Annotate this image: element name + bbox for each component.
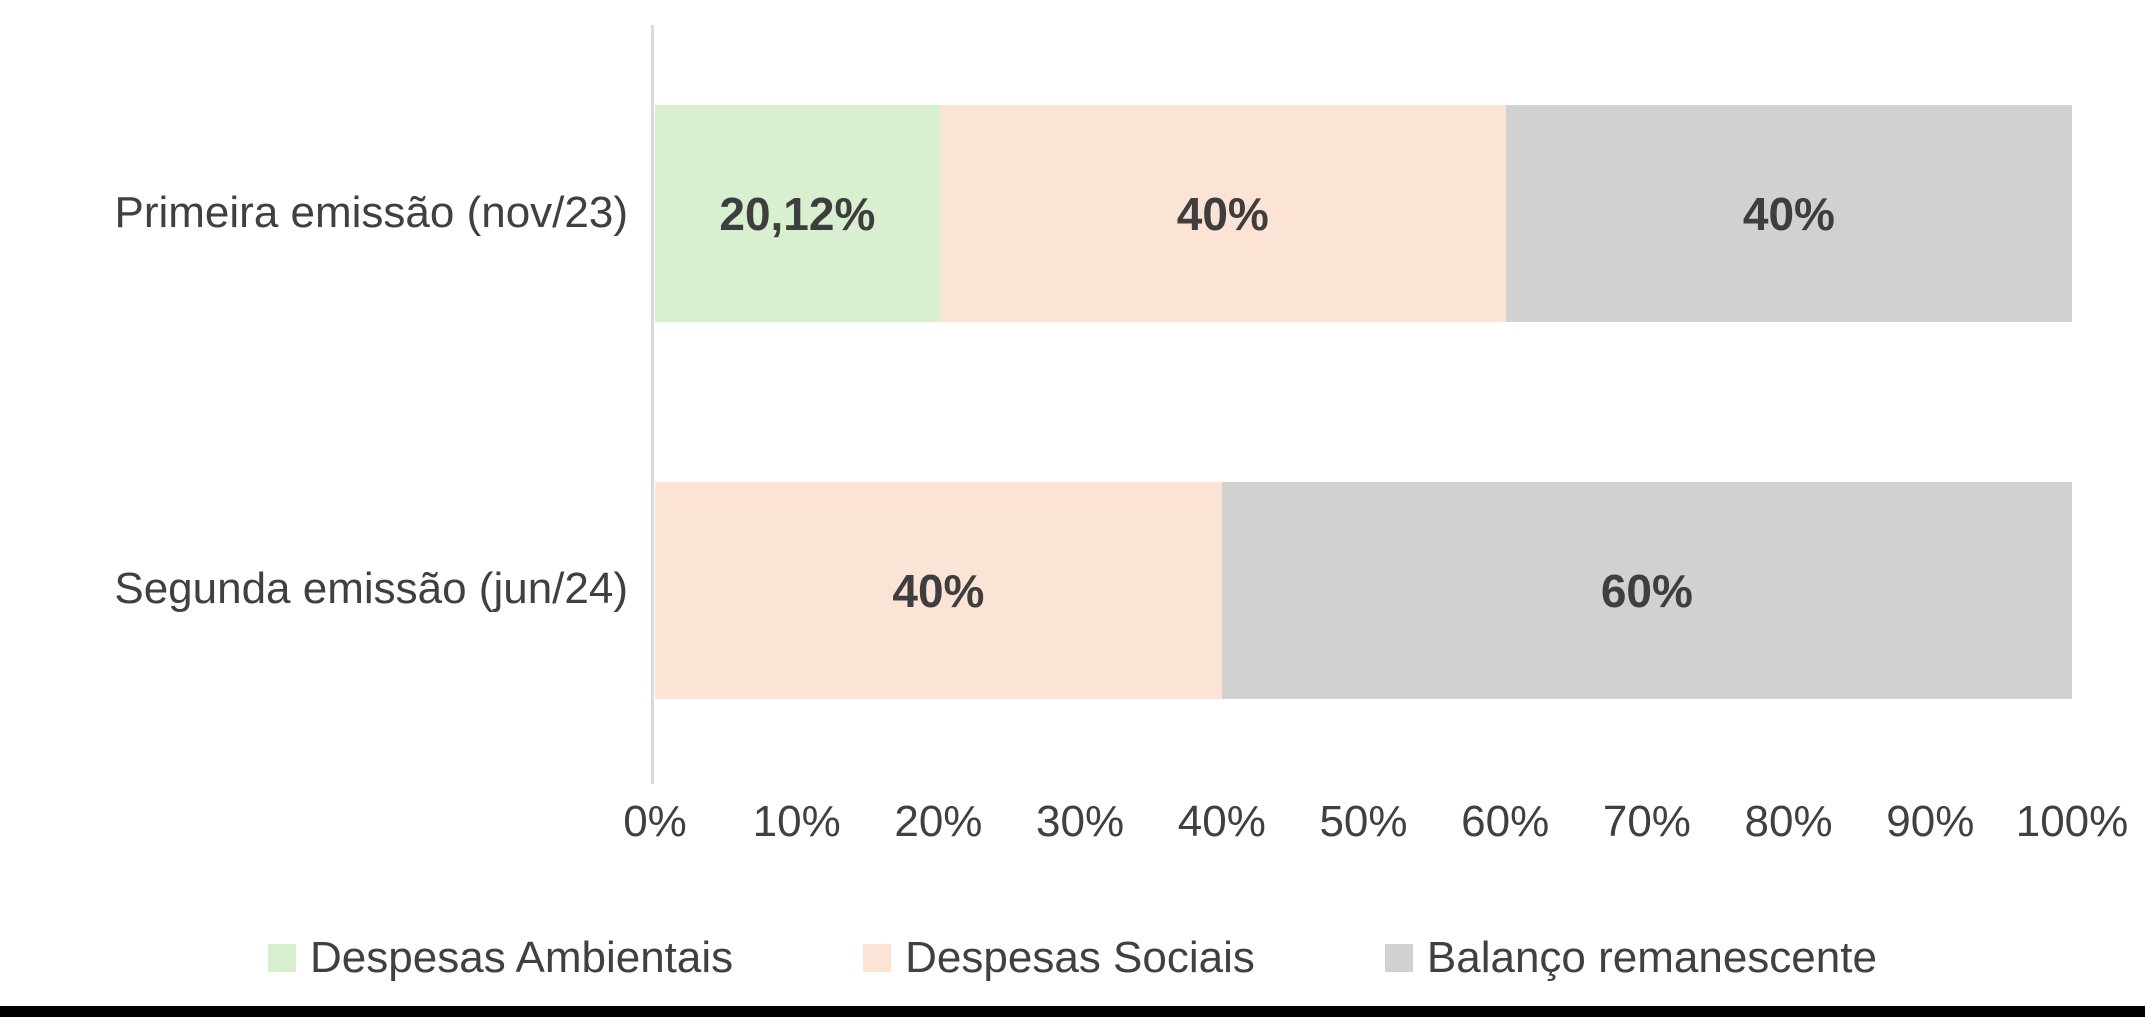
x-axis-tick-label: 10%: [752, 797, 841, 846]
legend-swatch: [863, 944, 892, 972]
x-axis-tick-label: 50%: [1319, 797, 1408, 846]
data-label: 60%: [1600, 564, 1693, 617]
bar-segment: 60%: [1221, 482, 2072, 699]
legend-label: Despesas Sociais: [905, 933, 1255, 982]
x-axis-tick-label: 100%: [2015, 797, 2129, 846]
legend-item: Despesas Sociais: [863, 933, 1255, 983]
bar-segment: 40%: [1505, 105, 2072, 322]
data-label: 40%: [1742, 187, 1835, 240]
legend-label: Balanço remanescente: [1426, 933, 1877, 982]
legend-label: Despesas Ambientais: [310, 933, 734, 982]
legend-swatch: [268, 944, 297, 972]
x-axis-tick-label: 20%: [894, 797, 983, 846]
data-label: 40%: [892, 564, 985, 617]
bar-row: 20,12% 40% 40%: [655, 105, 2072, 322]
x-axis-tick-label: 0%: [623, 797, 687, 846]
x-axis-tick-label: 60%: [1461, 797, 1550, 846]
x-axis-tick-label: 80%: [1744, 797, 1833, 846]
data-label: 40%: [1176, 187, 1269, 240]
bar-segment: 20,12%: [655, 105, 940, 322]
bottom-black-bar: [0, 1006, 2145, 1017]
bar-segment: 40%: [939, 105, 1506, 322]
data-label: 20,12%: [719, 187, 876, 240]
category-label: Primeira emissão (nov/23): [114, 188, 629, 237]
x-axis-tick-label: 30%: [1036, 797, 1125, 846]
x-axis-tick-label: 40%: [1177, 797, 1266, 846]
x-axis-tick-label: 90%: [1886, 797, 1975, 846]
legend-item: Balanço remanescente: [1384, 933, 1877, 983]
legend: Despesas Ambientais Despesas Sociais Balan…: [0, 933, 2145, 983]
legend-swatch: [1384, 944, 1413, 972]
bar-row: 40% 60%: [655, 482, 2072, 699]
legend-item: Despesas Ambientais: [268, 933, 733, 983]
bar-segment: 40%: [655, 482, 1222, 699]
x-axis-tick-label: 70%: [1602, 797, 1691, 846]
y-axis-line: [651, 25, 654, 784]
category-label: Segunda emissão (jun/24): [114, 564, 628, 613]
